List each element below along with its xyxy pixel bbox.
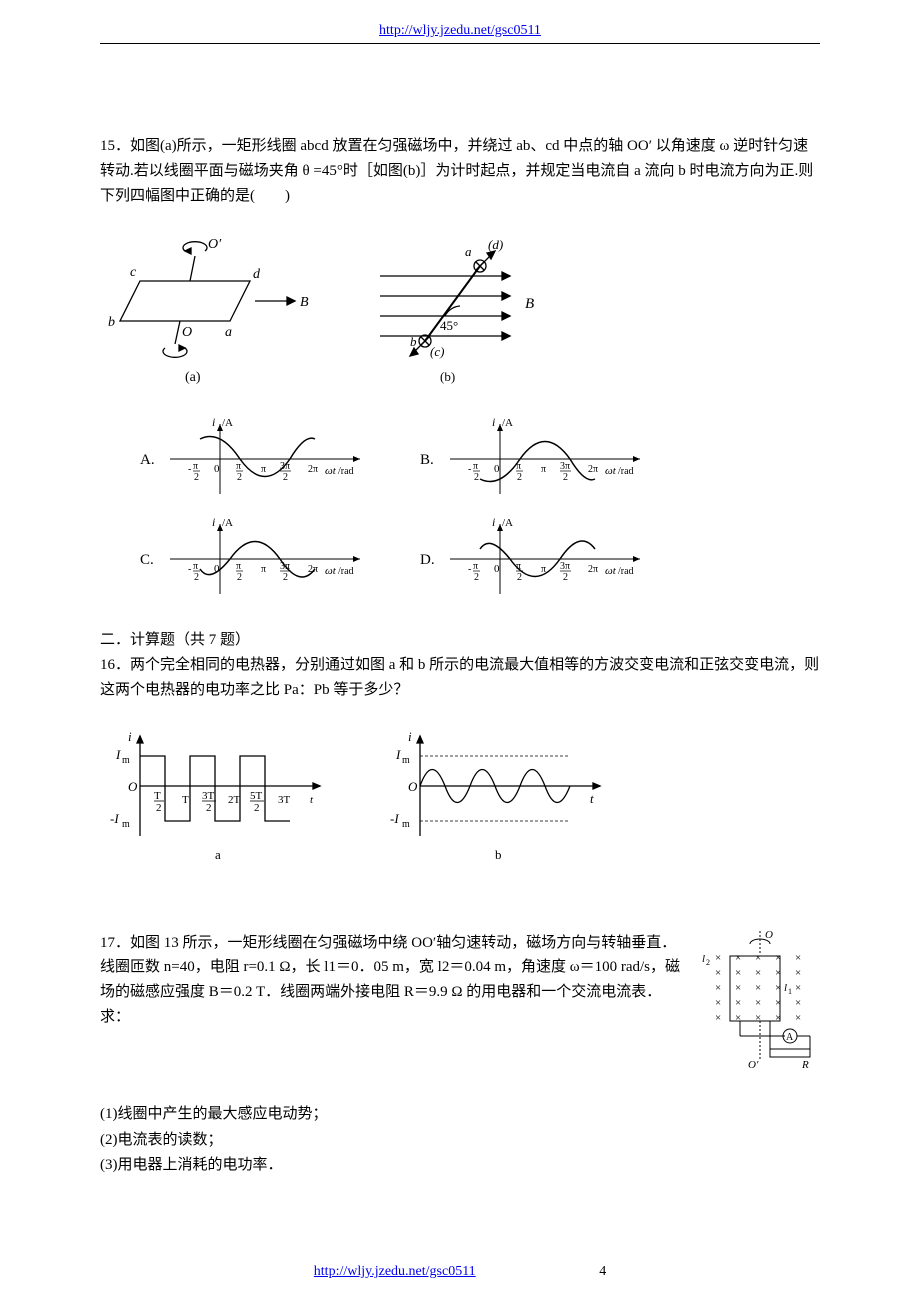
svg-text:-I: -I xyxy=(110,811,119,826)
svg-text:m: m xyxy=(122,819,130,830)
svg-text:a: a xyxy=(225,325,232,340)
q15-options: i/A 0 -π2 π2 π 3π2 2π ωt/rad A. xyxy=(100,414,820,614)
q16-figures: i Im O -Im T2 T 3T2 2T 5T2 3T t a xyxy=(100,721,820,871)
svg-text:A.: A. xyxy=(140,452,155,468)
svg-text:O: O xyxy=(128,779,138,794)
svg-text:2: 2 xyxy=(156,802,162,814)
svg-text:×: × xyxy=(795,982,801,994)
svg-text:(c): (c) xyxy=(430,344,444,359)
svg-text:l: l xyxy=(702,953,705,965)
svg-text:i: i xyxy=(408,729,412,744)
svg-text:I: I xyxy=(395,747,401,762)
svg-text:×: × xyxy=(755,967,761,979)
svg-text:5T: 5T xyxy=(250,790,263,802)
svg-text:O: O xyxy=(408,779,418,794)
svg-text:A: A xyxy=(786,1032,794,1043)
svg-text:1: 1 xyxy=(788,987,792,996)
q17-sub-1: (1)线圈中产生的最大感应电动势； xyxy=(100,1102,820,1128)
q17-text: 17．如图 13 所示，一矩形线圈在匀强磁场中绕 OO′轴匀速转动，磁场方向与转… xyxy=(100,931,680,1030)
svg-text:I: I xyxy=(115,747,121,762)
svg-text:×: × xyxy=(715,952,721,964)
svg-text:×: × xyxy=(795,952,801,964)
svg-text:c: c xyxy=(130,265,137,280)
q15-text: 15．如图(a)所示，一矩形线圈 abcd 放置在匀强磁场中，并绕过 ab、cd… xyxy=(100,134,820,208)
svg-text:m: m xyxy=(402,819,410,830)
q17-subitems: (1)线圈中产生的最大感应电动势； (2)电流表的读数； (3)用电器上消耗的电… xyxy=(100,1102,820,1179)
svg-text:O: O xyxy=(765,929,773,941)
svg-text:R: R xyxy=(801,1059,809,1071)
svg-text:×: × xyxy=(715,967,721,979)
svg-text:O′: O′ xyxy=(208,237,222,252)
svg-text:×: × xyxy=(795,1012,801,1024)
svg-text:×: × xyxy=(715,997,721,1009)
svg-text:-I: -I xyxy=(390,811,399,826)
svg-text:(d): (d) xyxy=(488,237,503,252)
svg-text:3T: 3T xyxy=(278,794,291,806)
svg-text:×: × xyxy=(715,1012,721,1024)
svg-text:×: × xyxy=(755,997,761,1009)
svg-text:2: 2 xyxy=(254,802,260,814)
svg-text:45°: 45° xyxy=(440,318,458,333)
q17-block: 17．如图 13 所示，一矩形线圈在匀强磁场中绕 OO′轴匀速转动，磁场方向与转… xyxy=(100,931,820,1085)
svg-text:2: 2 xyxy=(706,958,710,967)
svg-text:2T: 2T xyxy=(228,794,241,806)
svg-text:l: l xyxy=(784,982,787,994)
svg-text:T: T xyxy=(182,794,189,806)
svg-text:C.: C. xyxy=(140,552,154,568)
footer: http://wljy.jzedu.net/gsc0511 4 xyxy=(0,1264,920,1280)
svg-text:B.: B. xyxy=(420,452,434,468)
page-number: 4 xyxy=(599,1264,606,1280)
svg-text:×: × xyxy=(735,967,741,979)
q17-figure: O ××××× ××××× ××××× ××××× ××××× l2 l1 xyxy=(690,926,820,1085)
svg-text:t: t xyxy=(310,794,314,806)
svg-text:O′: O′ xyxy=(748,1059,759,1071)
svg-text:×: × xyxy=(755,952,761,964)
svg-text:B: B xyxy=(300,295,309,310)
svg-text:O: O xyxy=(182,325,192,340)
svg-text:b: b xyxy=(108,315,115,330)
svg-text:D.: D. xyxy=(420,552,435,568)
svg-text:a: a xyxy=(465,244,472,259)
q16-text: 16．两个完全相同的电热器，分别通过如图 a 和 b 所示的电流最大值相等的方波… xyxy=(100,653,820,703)
footer-url[interactable]: http://wljy.jzedu.net/gsc0511 xyxy=(314,1264,476,1279)
svg-text:×: × xyxy=(715,982,721,994)
svg-text:t: t xyxy=(590,791,594,806)
svg-text:×: × xyxy=(795,997,801,1009)
svg-text:3T: 3T xyxy=(202,790,215,802)
svg-text:×: × xyxy=(735,982,741,994)
svg-text:×: × xyxy=(735,952,741,964)
svg-text:d: d xyxy=(253,267,261,282)
svg-text:b: b xyxy=(495,847,502,862)
svg-text:(a): (a) xyxy=(185,370,201,385)
svg-text:×: × xyxy=(735,997,741,1009)
q15-figure-ab: O′ O c d b a B (a) xyxy=(100,226,820,396)
svg-text:×: × xyxy=(795,967,801,979)
q17-sub-2: (2)电流表的读数； xyxy=(100,1128,820,1154)
svg-text:(b): (b) xyxy=(440,369,455,384)
header-link: http://wljy.jzedu.net/gsc0511 xyxy=(0,0,920,41)
svg-text:a: a xyxy=(215,847,221,862)
svg-text:i: i xyxy=(128,729,132,744)
svg-text:m: m xyxy=(122,755,130,766)
q17-sub-3: (3)用电器上消耗的电功率． xyxy=(100,1153,820,1179)
svg-text:×: × xyxy=(755,982,761,994)
svg-text:T: T xyxy=(154,790,161,802)
svg-text:m: m xyxy=(402,755,410,766)
page-content: 15．如图(a)所示，一矩形线圈 abcd 放置在匀强磁场中，并绕过 ab、cd… xyxy=(0,44,920,1179)
header-url[interactable]: http://wljy.jzedu.net/gsc0511 xyxy=(379,23,541,38)
svg-text:b: b xyxy=(410,334,417,349)
section2-title: 二．计算题（共 7 题） xyxy=(100,628,820,653)
svg-text:2: 2 xyxy=(206,802,212,814)
svg-text:B: B xyxy=(525,296,534,312)
